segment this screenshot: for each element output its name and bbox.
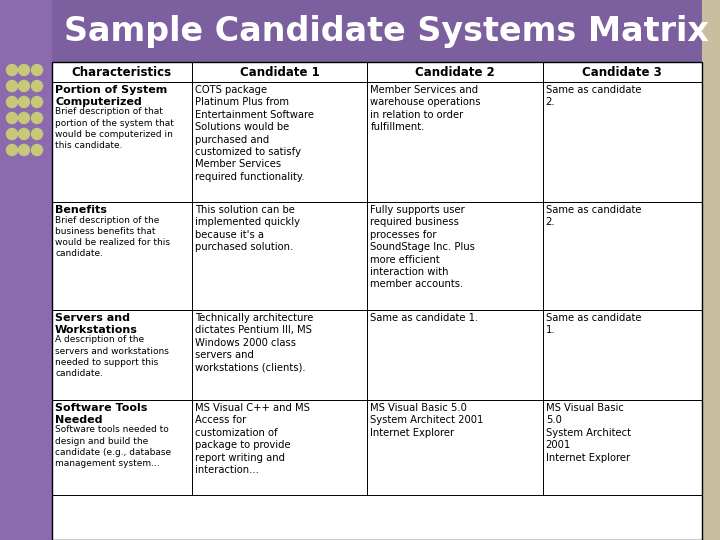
Circle shape [32, 64, 42, 76]
Bar [192, 62, 367, 82]
Circle shape [6, 129, 17, 139]
Text: Candidate 2: Candidate 2 [415, 65, 495, 78]
Circle shape [19, 80, 30, 91]
Text: MS Visual C++ and MS
Access for
customization of
package to provide
report writi: MS Visual C++ and MS Access for customiz… [194, 403, 310, 475]
Text: MS Visual Basic 5.0
System Architect 2001
Internet Explorer: MS Visual Basic 5.0 System Architect 200… [370, 403, 484, 438]
Text: Technically architecture
dictates Pentium III, MS
Windows 2000 class
servers and: Technically architecture dictates Pentiu… [194, 313, 313, 373]
Bar [367, 400, 543, 495]
Text: This solution can be
implemented quickly
because it's a
purchased solution.: This solution can be implemented quickly… [194, 205, 300, 252]
Text: COTS package
Platinum Plus from
Entertainment Software
Solutions would be
purcha: COTS package Platinum Plus from Entertai… [194, 85, 314, 182]
Bar [367, 202, 543, 310]
Circle shape [6, 145, 17, 156]
Bar [543, 62, 702, 82]
Bar [0, 0, 52, 540]
Bar [52, 202, 192, 310]
Bar [192, 400, 367, 495]
Bar [702, 0, 720, 540]
Bar [367, 82, 543, 202]
Circle shape [6, 80, 17, 91]
Circle shape [32, 80, 42, 91]
Text: Same as candidate
2.: Same as candidate 2. [546, 85, 642, 107]
Circle shape [32, 112, 42, 124]
Text: Characteristics: Characteristics [72, 65, 172, 78]
Bar [367, 62, 543, 82]
Text: Candidate 1: Candidate 1 [240, 65, 320, 78]
Text: MS Visual Basic
5.0
System Architect
2001
Internet Explorer: MS Visual Basic 5.0 System Architect 200… [546, 403, 631, 463]
Bar [543, 400, 702, 495]
Text: Software tools needed to
design and build the
candidate (e.g., database
manageme: Software tools needed to design and buil… [55, 426, 171, 468]
Circle shape [6, 64, 17, 76]
Circle shape [6, 97, 17, 107]
Circle shape [19, 129, 30, 139]
Bar [543, 310, 702, 400]
Bar [192, 202, 367, 310]
Bar [52, 82, 192, 202]
Bar [543, 82, 702, 202]
Text: Portion of System
Computerized: Portion of System Computerized [55, 85, 167, 107]
Bar [52, 62, 702, 540]
Circle shape [19, 64, 30, 76]
Text: Member Services and
warehouse operations
in relation to order
fulfillment.: Member Services and warehouse operations… [370, 85, 481, 132]
Circle shape [32, 129, 42, 139]
Bar [52, 400, 192, 495]
Text: Candidate 3: Candidate 3 [582, 65, 662, 78]
Text: Software Tools
Needed: Software Tools Needed [55, 403, 148, 426]
Circle shape [19, 97, 30, 107]
Text: Fully supports user
required business
processes for
SoundStage Inc. Plus
more ef: Fully supports user required business pr… [370, 205, 475, 289]
Circle shape [32, 145, 42, 156]
Bar [52, 0, 702, 62]
Text: Benefits: Benefits [55, 205, 107, 215]
Text: Sample Candidate Systems Matrix: Sample Candidate Systems Matrix [64, 15, 709, 48]
Text: A description of the
servers and workstations
needed to support this
candidate.: A description of the servers and worksta… [55, 335, 169, 377]
Bar [52, 62, 192, 82]
Circle shape [19, 112, 30, 124]
Text: Brief description of the
business benefits that
would be realized for this
candi: Brief description of the business benefi… [55, 216, 170, 259]
Bar [192, 310, 367, 400]
Bar [192, 82, 367, 202]
Circle shape [32, 97, 42, 107]
Text: Servers and
Workstations: Servers and Workstations [55, 313, 138, 335]
Bar [543, 202, 702, 310]
Bar [52, 310, 192, 400]
Circle shape [19, 145, 30, 156]
Text: Same as candidate
1.: Same as candidate 1. [546, 313, 642, 335]
Circle shape [6, 112, 17, 124]
Text: Same as candidate 1.: Same as candidate 1. [370, 313, 479, 323]
Text: Brief description of that
portion of the system that
would be computerized in
th: Brief description of that portion of the… [55, 107, 174, 150]
Text: Same as candidate
2.: Same as candidate 2. [546, 205, 642, 227]
Bar [367, 310, 543, 400]
